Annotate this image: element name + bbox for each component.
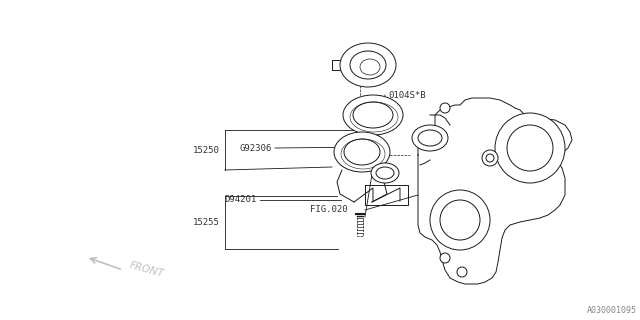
Text: A030001095: A030001095: [587, 306, 637, 315]
Text: FRONT: FRONT: [128, 260, 165, 279]
Ellipse shape: [334, 132, 390, 172]
Ellipse shape: [353, 102, 393, 128]
Ellipse shape: [350, 51, 386, 79]
Text: D94201: D94201: [225, 196, 257, 204]
Ellipse shape: [376, 167, 394, 179]
Ellipse shape: [418, 130, 442, 146]
Circle shape: [440, 103, 450, 113]
Ellipse shape: [343, 95, 403, 135]
Ellipse shape: [360, 59, 380, 75]
Circle shape: [440, 253, 450, 263]
Circle shape: [430, 190, 490, 250]
Circle shape: [482, 150, 498, 166]
Ellipse shape: [340, 43, 396, 87]
Text: FIG.020: FIG.020: [310, 205, 348, 214]
Circle shape: [507, 125, 553, 171]
Circle shape: [440, 200, 480, 240]
Ellipse shape: [412, 125, 448, 151]
Circle shape: [457, 267, 467, 277]
Text: 15255: 15255: [193, 218, 220, 227]
Text: 15250: 15250: [193, 146, 220, 155]
Ellipse shape: [371, 163, 399, 183]
Circle shape: [486, 154, 494, 162]
Circle shape: [495, 113, 565, 183]
Text: G92306: G92306: [240, 143, 272, 153]
Ellipse shape: [344, 139, 380, 165]
Text: 0104S*B: 0104S*B: [388, 91, 426, 100]
